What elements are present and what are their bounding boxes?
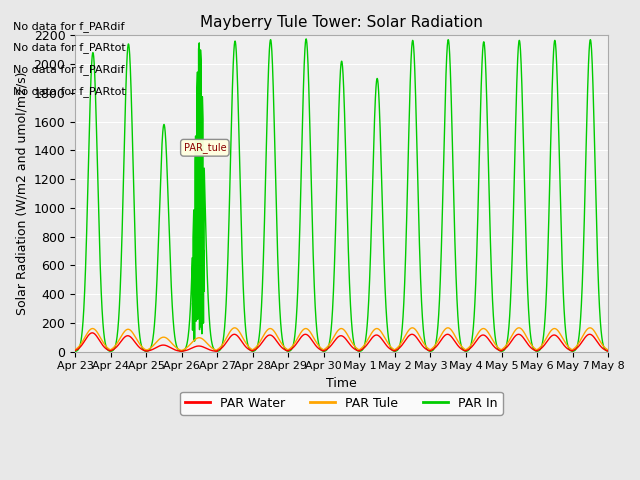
Text: PAR_tule: PAR_tule xyxy=(184,142,226,153)
Text: No data for f_PARdif: No data for f_PARdif xyxy=(13,21,124,32)
Y-axis label: Solar Radiation (W/m2 and umol/m2/s): Solar Radiation (W/m2 and umol/m2/s) xyxy=(15,72,28,315)
Text: No data for f_PARtot: No data for f_PARtot xyxy=(13,42,125,53)
Title: Mayberry Tule Tower: Solar Radiation: Mayberry Tule Tower: Solar Radiation xyxy=(200,15,483,30)
Legend: PAR Water, PAR Tule, PAR In: PAR Water, PAR Tule, PAR In xyxy=(180,392,503,415)
Text: No data for f_PARtot: No data for f_PARtot xyxy=(13,85,125,96)
Text: No data for f_PARdif: No data for f_PARdif xyxy=(13,64,124,75)
X-axis label: Time: Time xyxy=(326,377,357,390)
